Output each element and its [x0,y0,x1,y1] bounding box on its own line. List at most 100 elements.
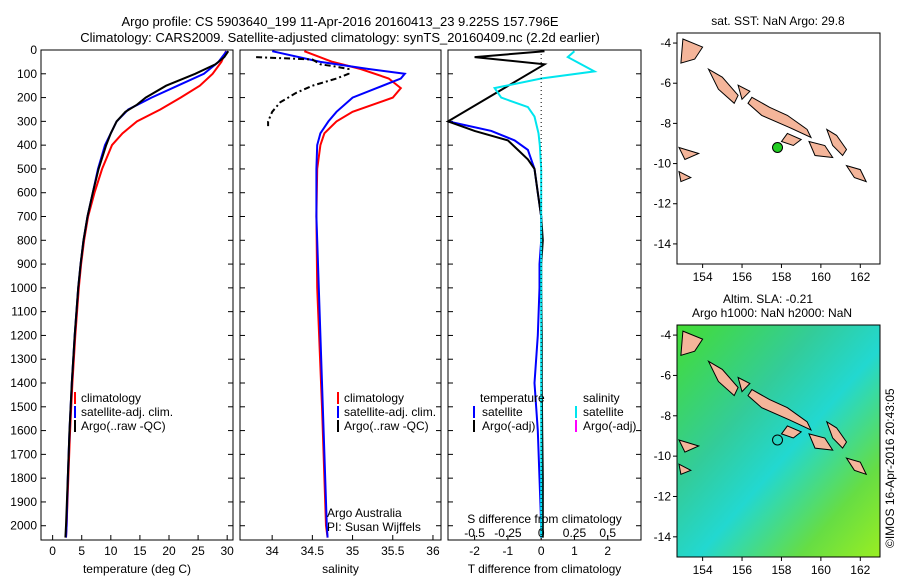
map-y-tick-label: -12 [654,197,672,211]
plot-frame [40,49,234,541]
map-title: sat. SST: NaN Argo: 29.8 [711,14,845,28]
x-tick-label: 36 [426,544,440,558]
y-tick-label: 2000 [10,519,37,533]
land-polygon [808,433,834,451]
map-y-tick-label: -6 [660,76,671,90]
y-tick-label: 1300 [10,352,37,366]
top-axis-label: S difference from climatology [467,512,622,526]
y-tick-label: 1500 [10,400,37,414]
y-tick-label: 200 [17,91,37,105]
legend-label: climatology [81,391,141,405]
annotation-text: PI: Susan Wijffels [327,520,421,534]
map-y-tick-label: -10 [654,449,672,463]
y-tick-label: 1700 [10,447,37,461]
y-tick-label: 1600 [10,424,37,438]
map-y-tick-label: -6 [660,368,671,382]
map-y-tick-label: -14 [654,237,672,251]
map-x-tick-label: 158 [771,270,791,284]
temperature-profile-panel: 0100200300400500600700800900100011001200… [10,43,234,576]
map-x-tick-label: 160 [811,563,831,577]
map-y-tick-label: -4 [660,36,671,50]
float-marker [772,141,784,153]
y-tick-label: 1900 [10,495,37,509]
salinity-profile-panel: 34 34.5 35 35.5 36 salinity climatologysatelli… [239,49,442,576]
y-tick-label: 900 [17,257,37,271]
legend-label: climatology [344,391,404,405]
y-tick-label: 1000 [10,281,37,295]
series-line-satellite-adj--clim- [271,50,407,538]
y-tick-label: 400 [17,138,37,152]
map-x-tick-label: 154 [693,563,713,577]
map-x-tick-label: 160 [811,270,831,284]
x-axis-label: T difference from climatology [468,562,622,576]
x-tick-label: 35.5 [381,544,405,558]
legend-label: Argo(..raw -QC) [344,419,429,433]
x-tick-label: 2 [604,544,611,558]
land-polygon [825,420,848,449]
top-tick-label: 0 [538,526,545,540]
y-tick-label: 300 [17,114,37,128]
land-polygon [707,360,739,397]
x-axis-label: salinity [322,562,359,576]
series-line-argo---raw--qc- [256,56,350,127]
x-tick-label: 25 [191,544,205,558]
map-y-tick-label: -4 [660,328,671,342]
x-tick-label: 30 [221,544,235,558]
x-tick-label: 5 [78,544,85,558]
land-polygon [808,140,834,159]
legend-sal-argo: Argo(-adj) [583,419,636,433]
x-tick-label: -1 [503,544,514,558]
top-tick-label: -0.25 [494,526,522,540]
legend-label: satellite-adj. clim. [81,405,173,419]
float-marker [772,434,784,446]
land-polygon [678,463,692,475]
y-tick-label: 1100 [11,305,37,319]
series-line-satellite [492,50,598,538]
x-tick-label: 0 [49,544,56,558]
map-x-tick-label: 162 [850,563,870,577]
series-line-climatology [303,50,403,538]
annotation-text: Argo Australia [327,506,402,520]
land-polygon [845,457,868,476]
map-x-tick-label: 156 [732,270,752,284]
land-polygon [737,84,751,101]
land-polygon [780,132,803,147]
land-polygon [707,67,739,105]
title-line-1: Argo profile: CS 5903640_199 11-Apr-2016… [121,14,558,29]
x-tick-label: -2 [469,544,480,558]
land-polygon [780,425,803,439]
y-tick-label: 1200 [10,328,37,342]
legend-label: satellite-adj. clim. [344,405,436,419]
y-tick-label: 0 [30,43,37,57]
land-polygon [678,146,701,161]
x-tick-label: 1 [571,544,578,558]
x-tick-label: 20 [162,544,176,558]
y-tick-label: 100 [17,67,37,81]
legend-title-temperature: temperature [480,391,545,405]
top-tick-label: -0.5 [464,526,485,540]
x-tick-label: 10 [104,544,118,558]
legend-temp-argo: Argo(-adj) [482,419,535,433]
map-x-tick-label: 162 [850,270,870,284]
map-title: Altim. SLA: -0.21 [723,292,813,306]
x-tick-label: 0 [538,544,545,558]
credit-text: ©IMOS 16-Apr-2016 20:43:05 [883,388,897,548]
map-x-tick-label: 156 [732,563,752,577]
x-tick-label: 35 [346,544,360,558]
legend-label: Argo(..raw -QC) [81,419,166,433]
x-tick-label: 34 [265,544,279,558]
plot-frame [447,49,642,541]
land-polygon [737,376,751,393]
top-tick-label: 0.5 [599,526,616,540]
y-tick-label: 800 [17,233,37,247]
map-y-tick-label: -14 [654,530,672,544]
map-x-tick-label: 154 [693,270,713,284]
legend-temp-satellite: satellite [482,405,523,419]
y-tick-label: 1800 [10,471,37,485]
land-polygon [680,38,704,64]
map-y-tick-label: -10 [654,157,672,171]
legend-title-salinity: salinity [583,391,620,405]
y-tick-label: 700 [17,210,37,224]
